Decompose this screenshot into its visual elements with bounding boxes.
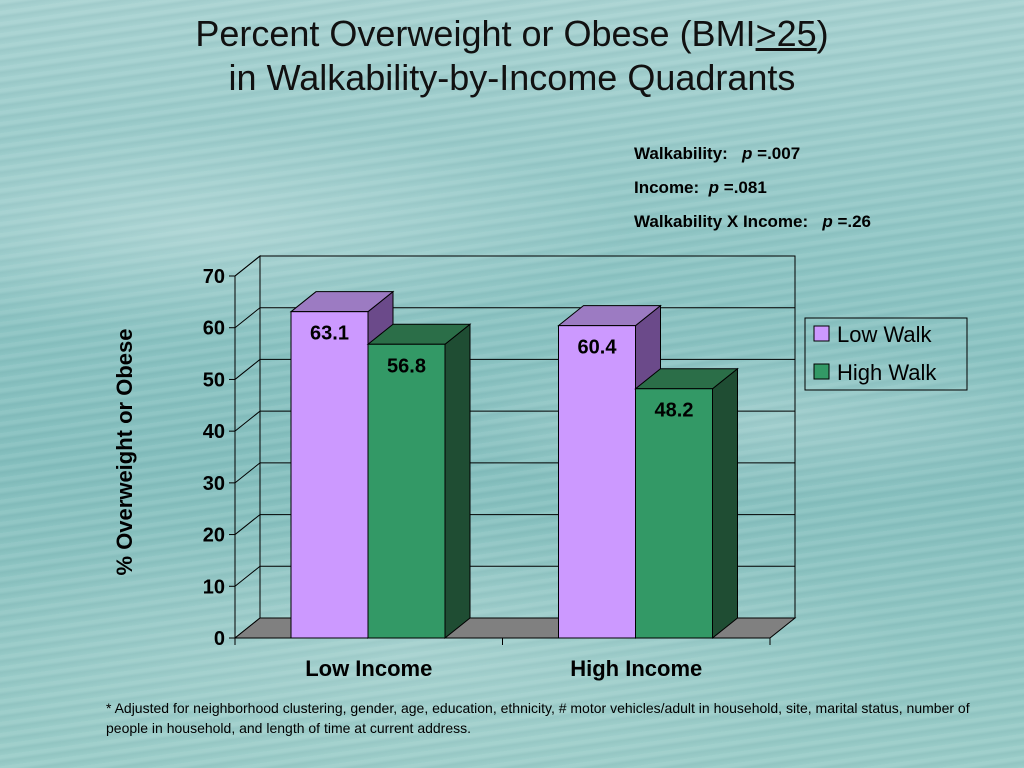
x-tick-label: High Income [570, 656, 702, 681]
stat-label: Walkability: [634, 144, 728, 163]
legend-swatch [813, 363, 830, 380]
stat-label: Walkability X Income: [634, 212, 809, 231]
legend-box [804, 317, 968, 391]
stat-value: =.26 [837, 212, 871, 231]
stat-p-symbol: p [742, 144, 753, 163]
stat-value: =.081 [723, 178, 767, 197]
footnote: * Adjusted for neighborhood clustering, … [106, 700, 970, 736]
y-tick-label: 10 [203, 576, 225, 598]
y-tick-label: 20 [203, 525, 225, 547]
stat-p-symbol: p [708, 178, 720, 197]
bar-side [712, 367, 738, 640]
chart-title: Percent Overweight or Obese (BMI>25) in … [0, 12, 1024, 100]
y-tick-label: 50 [203, 369, 225, 391]
bar-side [444, 323, 471, 640]
title-line1-underlined: >25 [755, 13, 817, 54]
y-tick-label: 30 [203, 473, 225, 495]
stat-row-interaction: Walkability X Income: p =.26 [634, 205, 871, 239]
bar-high-walk [366, 323, 472, 640]
y-tick-label: 40 [203, 421, 225, 443]
title-line1-suffix: ) [816, 13, 829, 54]
y-tick-label: 60 [203, 318, 225, 340]
stat-label: Income: [634, 178, 700, 197]
legend-label: Low Walk [837, 322, 933, 347]
bar-front [367, 343, 446, 639]
bar-high-walk [634, 367, 739, 640]
y-axis-label: % Overweight or Obese [112, 329, 137, 576]
legend-swatch [813, 325, 830, 342]
data-label: 60.4 [578, 337, 618, 359]
stat-value: =.007 [757, 144, 801, 163]
data-label: 56.8 [387, 355, 426, 377]
legend: Low Walk High Walk [804, 317, 968, 391]
gridline [234, 255, 795, 277]
bar-front [558, 325, 636, 639]
y-tick-label: 0 [214, 628, 225, 650]
bar-front [290, 311, 369, 639]
side-wall [234, 254, 261, 640]
stats-panel: Walkability: p =.007 Income: p =.081 Wal… [634, 137, 871, 239]
data-label: 63.1 [310, 323, 349, 345]
stat-p-symbol: p [822, 212, 833, 231]
x-tick-label: Low Income [305, 656, 432, 681]
legend-label: High Walk [837, 360, 937, 385]
bar-front [635, 388, 713, 639]
title-line2: in Walkability-by-Income Quadrants [228, 57, 796, 98]
stat-row-walkability: Walkability: p =.007 [634, 137, 871, 171]
title-line1-prefix: Percent Overweight or Obese (BMI [195, 13, 756, 54]
data-label: 48.2 [655, 400, 694, 422]
stat-row-income: Income: p =.081 [634, 171, 871, 205]
y-tick-label: 70 [203, 266, 225, 288]
